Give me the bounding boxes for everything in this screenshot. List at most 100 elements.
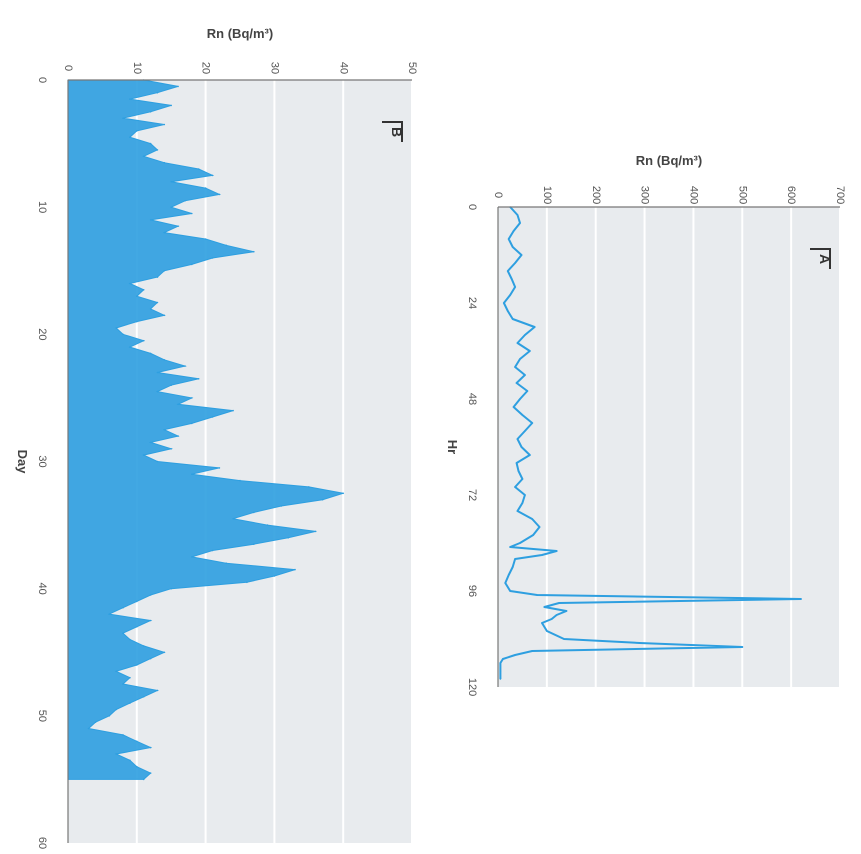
data-point	[191, 473, 193, 476]
data-point	[163, 359, 166, 361]
data-point	[129, 638, 131, 641]
data-point	[520, 446, 523, 448]
data-point	[122, 632, 124, 634]
data-point	[156, 91, 159, 94]
data-point	[163, 161, 166, 164]
panel-a-corner-mark	[810, 248, 831, 269]
data-point	[218, 193, 221, 196]
data-point	[142, 155, 145, 158]
data-point	[156, 276, 159, 278]
data-point	[253, 543, 255, 545]
data-point	[239, 479, 241, 482]
data-point	[170, 104, 172, 107]
data-point	[177, 225, 179, 227]
data-point	[516, 438, 519, 440]
data-point	[122, 333, 124, 336]
data-point	[550, 618, 553, 620]
data-point	[516, 510, 519, 512]
data-point	[519, 222, 521, 224]
data-point	[531, 650, 533, 652]
data-point	[136, 130, 138, 132]
data-point	[521, 478, 524, 480]
data-point	[136, 295, 138, 298]
data-point	[516, 214, 519, 216]
x-tick-label: 20	[36, 328, 48, 340]
data-point	[149, 219, 152, 221]
data-point	[524, 494, 526, 496]
data-point	[191, 263, 193, 266]
data-point	[531, 518, 533, 520]
data-point	[514, 486, 516, 488]
data-point	[149, 657, 152, 660]
data-point	[136, 664, 138, 666]
data-point	[509, 294, 512, 296]
data-point	[177, 403, 179, 406]
data-point	[499, 670, 502, 672]
data-point	[294, 568, 296, 571]
data-point	[115, 327, 117, 329]
y-tick-label: 40	[337, 62, 349, 74]
panel-a-data	[499, 206, 802, 680]
panel-a-y-axis-title: Rn (Bq/m³)	[636, 153, 702, 168]
panel-b-x-axis-title: Day	[15, 450, 30, 475]
data-point	[512, 406, 515, 408]
data-point	[531, 422, 533, 424]
series-0-area	[67, 79, 344, 780]
data-point	[115, 670, 117, 673]
y-tick-label: 600	[785, 186, 797, 204]
data-point	[129, 759, 131, 762]
panel-b-corner-mark	[382, 121, 403, 142]
x-tick-label: 0	[36, 77, 48, 83]
data-point	[184, 200, 186, 202]
data-point	[163, 123, 166, 126]
y-tick-label: 100	[541, 186, 553, 204]
data-point	[136, 740, 138, 743]
data-point	[253, 250, 255, 253]
data-point	[546, 630, 548, 632]
data-point	[218, 467, 221, 469]
data-point	[94, 721, 97, 723]
data-point	[502, 658, 504, 660]
data-point	[558, 602, 560, 604]
data-point	[504, 582, 507, 584]
data-point	[499, 662, 502, 664]
x-tick-label: 30	[36, 455, 48, 467]
data-point	[163, 231, 166, 234]
data-point	[516, 342, 519, 344]
data-point	[529, 454, 531, 456]
data-point	[156, 149, 159, 151]
data-point	[163, 270, 166, 272]
data-point	[191, 422, 193, 425]
data-point	[800, 598, 802, 600]
data-point	[142, 645, 145, 647]
data-point	[507, 238, 510, 240]
data-point	[136, 765, 138, 768]
data-point	[507, 270, 509, 272]
data-point	[129, 136, 131, 138]
panel-a-x-axis-title: Hr	[445, 440, 460, 454]
data-point	[191, 212, 193, 215]
data-point	[197, 168, 200, 170]
data-point	[529, 350, 531, 352]
data-point	[232, 409, 234, 412]
data-point	[129, 346, 131, 348]
data-point	[170, 587, 172, 590]
data-point	[225, 244, 227, 247]
data-point	[87, 727, 90, 730]
data-point	[538, 526, 541, 528]
data-point	[129, 702, 131, 704]
data-point	[156, 371, 159, 374]
data-point	[519, 358, 521, 360]
data-point	[122, 683, 124, 685]
data-point	[211, 416, 214, 418]
data-point	[149, 308, 152, 310]
data-point	[108, 613, 111, 615]
data-point	[191, 397, 193, 399]
data-point	[177, 85, 179, 88]
data-point	[499, 678, 502, 680]
data-point	[170, 206, 172, 208]
data-point	[273, 575, 276, 577]
data-point	[514, 654, 516, 656]
data-point	[507, 574, 510, 576]
